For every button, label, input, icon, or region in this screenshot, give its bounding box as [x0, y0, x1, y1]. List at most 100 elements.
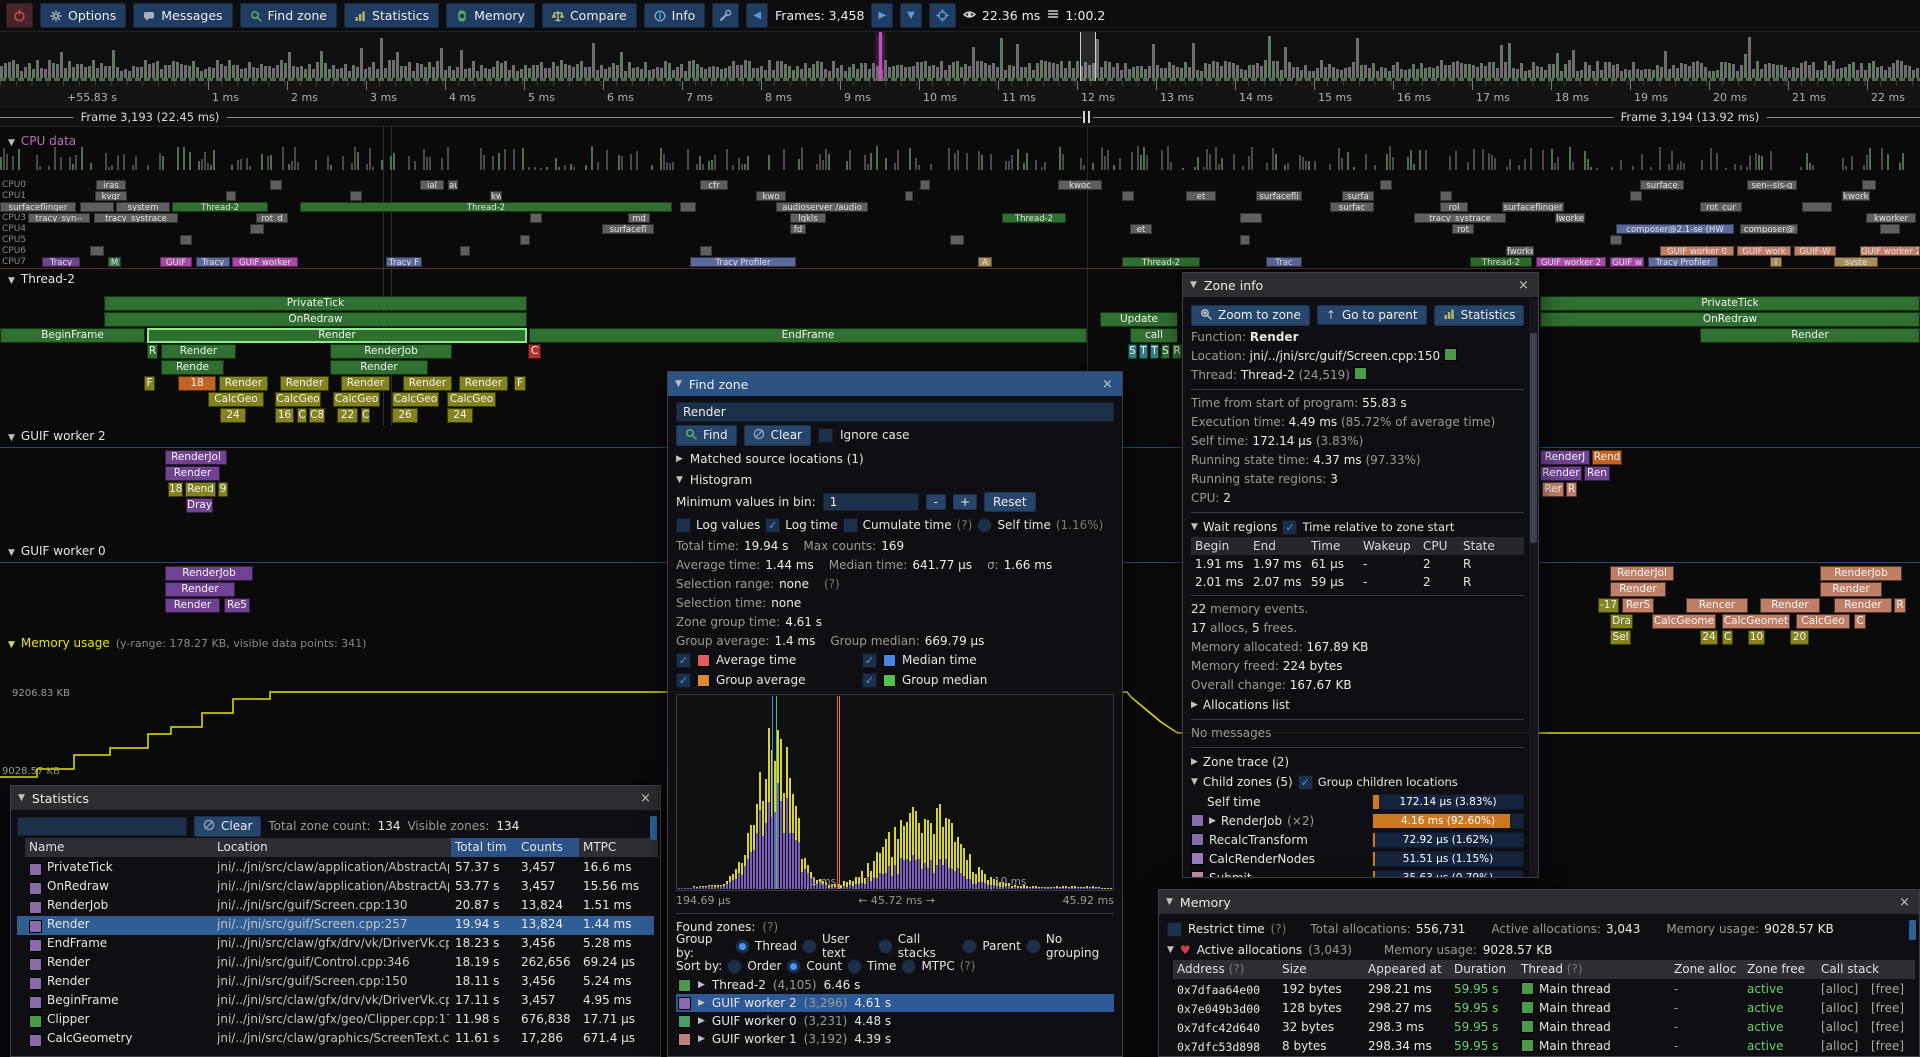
timeline-zone[interactable]: CalcGeo [275, 392, 321, 407]
group-by-radio-thread[interactable] [734, 938, 750, 954]
statistics-row[interactable]: BeginFrame jni/../jni/src/claw/gfx/drv/vk… [17, 992, 654, 1011]
timeline-zone[interactable]: 9 [218, 482, 228, 497]
column-header-counts[interactable]: Counts [517, 838, 579, 857]
expander-icon[interactable]: ▼ [1191, 522, 1198, 532]
toolbar-button-info[interactable]: Info [643, 3, 706, 28]
callstack-alloc-link[interactable]: [alloc] [1821, 1039, 1859, 1053]
close-icon[interactable]: × [1899, 894, 1910, 910]
reset-button[interactable]: Reset [984, 492, 1036, 512]
statistics-row[interactable]: Render jni/../jni/src/guif/Screen.cpp:257… [17, 916, 654, 935]
collapse-icon[interactable]: ▼ [8, 548, 15, 558]
timeline-zone[interactable]: Render [165, 582, 235, 597]
timeline-zone[interactable]: Render [341, 376, 390, 391]
timeline-zone[interactable]: Dray [186, 498, 213, 513]
timeline-zone[interactable]: Rend [1592, 450, 1622, 465]
found-zone-group[interactable]: ▶ GUIF worker 2 (3,296) 4.61 s [676, 994, 1114, 1012]
child-zones-label[interactable]: Child zones (5) [1202, 775, 1293, 789]
find-zone-search-input[interactable] [676, 402, 1114, 422]
timeline-zone[interactable]: 24 [220, 408, 246, 423]
timeline-zone[interactable]: C [1722, 630, 1733, 645]
timeline-zone[interactable]: Dra [1610, 614, 1633, 629]
timeline-zone[interactable]: PrivateTick [104, 296, 527, 311]
sort-by-radio-order[interactable] [727, 958, 743, 974]
found-zone-group[interactable]: ▶ GUIF worker 1 (3,192) 4.39 s [676, 1030, 1114, 1048]
matched-source-locations[interactable]: Matched source locations (1) [689, 452, 864, 466]
timeline-zone[interactable]: Render [1700, 328, 1920, 343]
column-header-total-tim[interactable]: Total tim [451, 838, 517, 857]
legend-checkbox[interactable]: ✓ [862, 652, 877, 668]
wait-column-cpu[interactable]: CPU [1423, 539, 1448, 553]
timeline-zone[interactable]: EndFrame [529, 328, 1087, 343]
callstack-free-link[interactable]: [free] [1871, 982, 1905, 996]
wait-column-state[interactable]: State [1463, 539, 1495, 553]
child-zone-row[interactable]: Self time 172.14 μs (3.83%) [1191, 792, 1524, 811]
timeline-zone[interactable]: RenderJol [1610, 566, 1674, 581]
goto-frame-button[interactable] [928, 3, 956, 28]
frame-label-left[interactable]: Frame 3,193 (22.45 ms) [73, 110, 227, 124]
group-by-radio-no-grouping[interactable] [1025, 938, 1041, 954]
timeline-zone[interactable]: Render [1540, 466, 1582, 481]
zone-trace-label[interactable]: Zone trace (2) [1202, 755, 1290, 769]
frame-overview-minimap[interactable] [0, 32, 1920, 82]
timeline-zone[interactable]: CalcGeome [1652, 614, 1716, 629]
clear-button[interactable]: Clear [743, 424, 811, 446]
collapse-icon[interactable]: ▼ [18, 793, 25, 803]
timeline-zone[interactable]: Render [1610, 582, 1666, 597]
sort-by-radio-count[interactable] [786, 958, 802, 974]
timeline-zone[interactable]: Rend [185, 482, 216, 497]
column-header-duration[interactable]: Duration [1450, 960, 1519, 979]
collapse-icon[interactable]: ▼ [1190, 280, 1197, 290]
expander-icon[interactable]: ▶ [1209, 815, 1216, 826]
timeline-zone[interactable]: -17 [1598, 598, 1619, 613]
frame-label-right[interactable]: Frame 3,194 (13.92 ms) [1613, 110, 1767, 124]
timeline-zone[interactable]: PrivateTick [1540, 296, 1920, 311]
timeline-zone[interactable]: 22 [337, 408, 358, 423]
wait-column-begin[interactable]: Begin [1195, 539, 1230, 553]
timeline-zone[interactable]: OnRedraw [1540, 312, 1920, 327]
scrollbar-thumb[interactable] [650, 816, 657, 840]
statistics-button[interactable]: Statistics [1433, 304, 1525, 326]
scrollbar-track[interactable] [1529, 298, 1538, 877]
cumulate-time-checkbox[interactable] [842, 517, 858, 533]
memory-titlebar[interactable]: ▼ Memory × [1159, 890, 1919, 914]
callstack-free-link[interactable]: [free] [1871, 1020, 1905, 1034]
go-to-parent-button[interactable]: ↑ Go to parent [1316, 305, 1427, 325]
decrement-button[interactable]: - [925, 494, 946, 510]
timeline-zone[interactable]: C [361, 408, 370, 423]
timeline-zone[interactable]: T [1139, 344, 1148, 359]
timeline-zone[interactable]: CalcGeo [333, 392, 380, 407]
timeline-zone[interactable]: R [1566, 482, 1577, 497]
statistics-titlebar[interactable]: ▼ Statistics × [11, 786, 660, 810]
collapse-icon[interactable]: ▼ [8, 640, 15, 650]
alloc-address[interactable]: 0x7dfc42d640 [1177, 1021, 1261, 1035]
thread-header-guif-worker-2[interactable]: ▼ GUIF worker 2 [8, 429, 106, 443]
min-values-input[interactable] [822, 493, 919, 511]
column-header-size[interactable]: Size [1278, 960, 1366, 979]
timeline-zone[interactable]: R [147, 344, 158, 359]
collapse-icon[interactable]: ▼ [675, 379, 682, 389]
next-frame-button[interactable]: ▶ [871, 3, 894, 28]
timeline-zone[interactable]: call [1130, 328, 1178, 343]
callstack-alloc-link[interactable]: [alloc] [1821, 1020, 1859, 1034]
column-header-call-stack[interactable]: Call stack [1817, 960, 1915, 979]
thread-value[interactable]: Thread-2 [1240, 368, 1295, 382]
timeline-zone[interactable]: Rer [1542, 482, 1564, 497]
found-zone-group[interactable]: ▶ Thread-2 (4,105) 6.46 s [676, 976, 1114, 994]
column-header-zone-alloc[interactable]: Zone alloc [1670, 960, 1745, 979]
close-icon[interactable]: × [640, 790, 651, 806]
timeline-zone[interactable]: Render [161, 344, 236, 359]
statistics-row[interactable]: OnRedraw jni/../jni/src/claw/application/… [17, 878, 654, 897]
timeline-zone[interactable]: 26 [392, 408, 418, 423]
close-icon[interactable]: × [1518, 277, 1529, 293]
log-time-checkbox[interactable]: ✓ [765, 517, 781, 533]
timeline-zone[interactable]: C8 [309, 408, 325, 423]
filter-zones-input[interactable] [17, 816, 187, 836]
toolbar-button-compare[interactable]: Compare [541, 3, 637, 28]
self-time-radio[interactable] [977, 517, 993, 533]
wait-column-end[interactable]: End [1253, 539, 1276, 553]
timeline-zone[interactable]: 18 [168, 482, 183, 497]
timeline-zone[interactable]: Render [1760, 598, 1820, 613]
column-header-name[interactable]: Name [25, 838, 213, 857]
callstack-free-link[interactable]: [free] [1871, 1039, 1905, 1053]
alloc-address[interactable]: 0x7dfaa64e00 [1177, 983, 1261, 997]
